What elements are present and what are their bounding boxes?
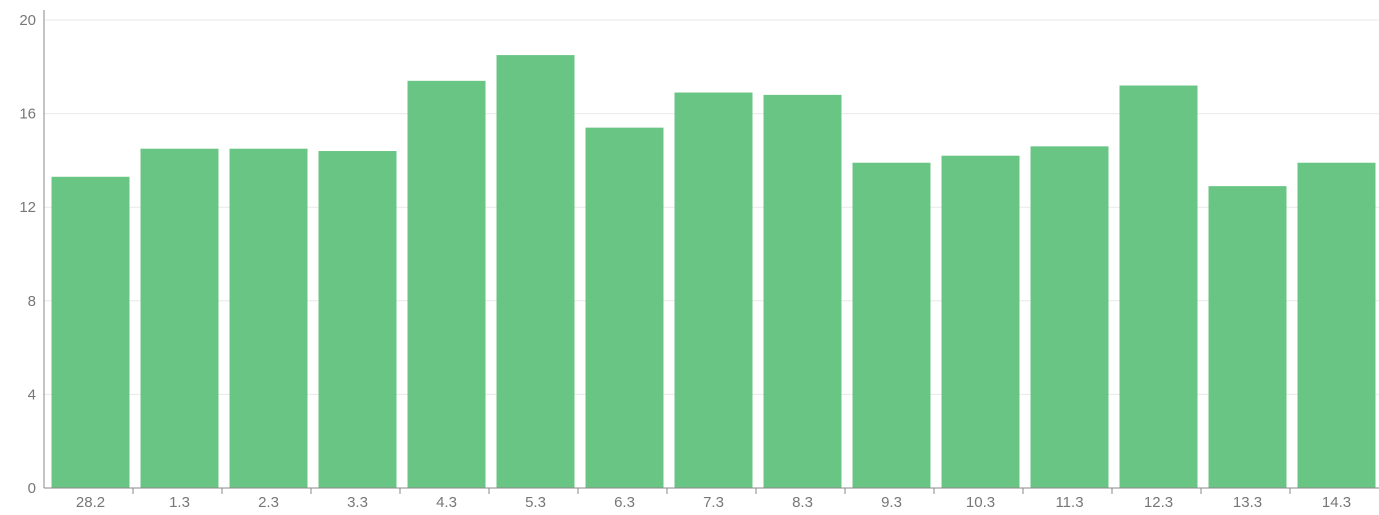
bars bbox=[51, 55, 1376, 489]
x-tick-label-13.3: 13.3 bbox=[1233, 494, 1262, 510]
x-tick-label-2.3: 2.3 bbox=[258, 494, 279, 510]
y-tick-label-20: 20 bbox=[19, 12, 36, 29]
x-tick-label-12.3: 12.3 bbox=[1144, 494, 1173, 510]
x-tick-label-14.3: 14.3 bbox=[1322, 494, 1351, 510]
axes bbox=[43, 10, 1379, 494]
x-tick-label-6.3: 6.3 bbox=[614, 494, 635, 510]
y-tick-labels: 0 4 8 12 16 20 bbox=[19, 12, 36, 497]
x-tick-label-3.3: 3.3 bbox=[347, 494, 368, 510]
x-tick-label-5.3: 5.3 bbox=[525, 494, 546, 510]
x-tick-label-8.3: 8.3 bbox=[792, 494, 813, 510]
x-tick-labels: 28.2 1.3 2.3 3.3 4.3 5.3 6.3 7.3 8.3 9.3 10.3 11.3 1… bbox=[76, 494, 1351, 511]
y-tick-label-4: 4 bbox=[28, 386, 36, 403]
x-tick-label-11.3: 11.3 bbox=[1055, 494, 1083, 510]
y-tick-label-8: 8 bbox=[28, 293, 36, 310]
bar-13.3[interactable] bbox=[1208, 186, 1287, 488]
bar-3.3[interactable] bbox=[318, 151, 397, 489]
y-tick-label-0: 0 bbox=[28, 480, 36, 497]
y-tick-label-12: 12 bbox=[19, 199, 36, 216]
bar-5.3[interactable] bbox=[496, 55, 575, 488]
x-tick-label-7.3: 7.3 bbox=[703, 494, 724, 510]
y-tick-label-16: 16 bbox=[19, 106, 36, 123]
x-tick-label-1.3: 1.3 bbox=[169, 494, 190, 510]
bar-7.3[interactable] bbox=[674, 92, 753, 488]
bar-14.3[interactable] bbox=[1297, 162, 1376, 489]
x-tick-label-9.3: 9.3 bbox=[881, 494, 902, 510]
bar-28.2[interactable] bbox=[51, 176, 130, 488]
x-tick-label-28.2: 28.2 bbox=[76, 494, 105, 510]
bar-1.3[interactable] bbox=[140, 148, 219, 488]
bar-12.3[interactable] bbox=[1119, 85, 1198, 489]
bar-8.3[interactable] bbox=[763, 94, 842, 488]
bar-2.3[interactable] bbox=[229, 148, 308, 488]
bar-11.3[interactable] bbox=[1030, 146, 1109, 489]
x-tick-label-4.3: 4.3 bbox=[436, 494, 457, 510]
bar-4.3[interactable] bbox=[407, 80, 486, 488]
bar-6.3[interactable] bbox=[585, 127, 664, 488]
bar-10.3[interactable] bbox=[941, 155, 1020, 488]
bar-9.3[interactable] bbox=[852, 162, 931, 489]
x-tick-label-10.3: 10.3 bbox=[966, 494, 995, 510]
